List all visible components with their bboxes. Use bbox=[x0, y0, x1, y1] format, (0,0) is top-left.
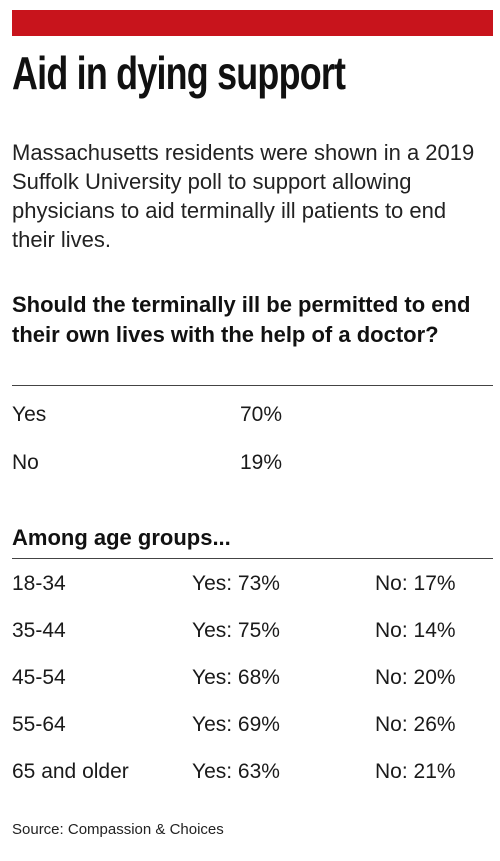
section-title: Among age groups... bbox=[12, 525, 231, 550]
no-value: No: 17% bbox=[375, 572, 456, 595]
no-value: No: 26% bbox=[375, 713, 456, 736]
overall-label: Yes bbox=[12, 403, 47, 426]
overall-row-no: No 19% bbox=[12, 451, 493, 481]
source-credit: Source: Compassion & Choices bbox=[12, 821, 224, 838]
age-group-row: 18-34 Yes: 73% No: 17% bbox=[12, 572, 493, 602]
age-group-label: 18-34 bbox=[12, 572, 66, 595]
no-value: No: 21% bbox=[375, 760, 456, 783]
no-value: No: 14% bbox=[375, 619, 456, 642]
yes-value: Yes: 68% bbox=[192, 666, 280, 689]
no-value: No: 20% bbox=[375, 666, 456, 689]
age-group-row: 45-54 Yes: 68% No: 20% bbox=[12, 666, 493, 696]
yes-value: Yes: 75% bbox=[192, 619, 280, 642]
yes-value: Yes: 73% bbox=[192, 572, 280, 595]
overall-value: 70% bbox=[240, 403, 283, 426]
age-group-row: 55-64 Yes: 69% No: 26% bbox=[12, 713, 493, 743]
section-divider bbox=[12, 558, 493, 559]
overall-label: No bbox=[12, 451, 39, 474]
header-accent-bar bbox=[12, 10, 493, 36]
overall-value: 19% bbox=[240, 451, 283, 474]
yes-value: Yes: 69% bbox=[192, 713, 280, 736]
question-divider bbox=[12, 385, 493, 386]
survey-question: Should the terminally ill be permitted t… bbox=[12, 292, 471, 347]
age-group-label: 65 and older bbox=[12, 760, 129, 783]
age-group-label: 35-44 bbox=[12, 619, 66, 642]
chart-description: Massachusetts residents were shown in a … bbox=[12, 140, 475, 252]
overall-row-yes: Yes 70% bbox=[12, 403, 493, 433]
yes-value: Yes: 63% bbox=[192, 760, 280, 783]
age-group-label: 45-54 bbox=[12, 666, 66, 689]
age-group-label: 55-64 bbox=[12, 713, 66, 736]
chart-title: Aid in dying support bbox=[12, 47, 346, 99]
age-group-row: 35-44 Yes: 75% No: 14% bbox=[12, 619, 493, 649]
age-group-row: 65 and older Yes: 63% No: 21% bbox=[12, 760, 493, 790]
